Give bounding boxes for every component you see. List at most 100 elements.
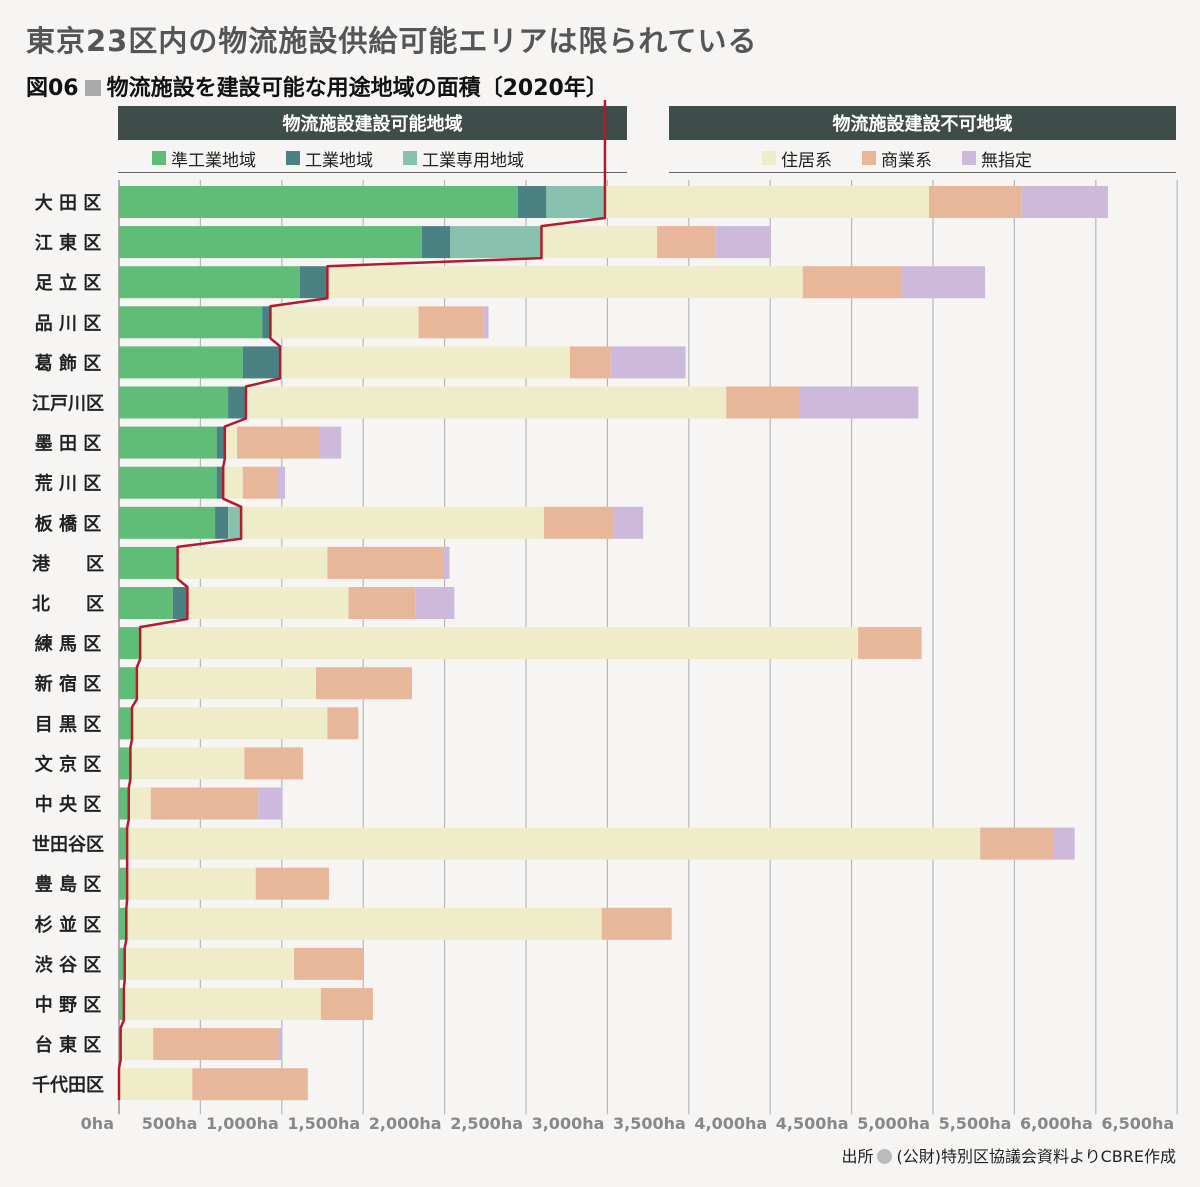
x-tick-label: 500ha	[142, 1114, 198, 1133]
x-tick-label: 6,000ha	[1020, 1114, 1093, 1133]
bar-segment-港区-無指定	[442, 546, 450, 579]
bar-segment-港区-住居系	[177, 546, 328, 579]
bar-segment-品川区-準工業地域	[119, 306, 263, 339]
x-tick-label: 3,500ha	[613, 1114, 686, 1133]
bar-segment-中央区-準工業地域	[119, 787, 129, 820]
bar-segment-世田谷区-準工業地域	[119, 827, 128, 860]
figure-number: 図06	[26, 76, 79, 101]
bar-segment-江東区-工業地域	[421, 226, 451, 259]
bar-segment-板橋区-無指定	[613, 506, 644, 539]
bar-segment-台東区-無指定	[278, 1028, 282, 1061]
bar-segment-足立区-商業系	[802, 266, 903, 299]
category-label: 中 央 区	[35, 794, 102, 816]
bar-segment-大田区-無指定	[1021, 186, 1109, 218]
category-label: 目 黒 区	[35, 714, 102, 735]
legend-rule-left	[118, 172, 627, 173]
category-label: 新 宿 区	[35, 673, 102, 695]
bar-segment-江戸川区-無指定	[799, 386, 919, 419]
boundary-line	[117, 100, 607, 1101]
bar-segment-荒川区-商業系	[242, 466, 277, 499]
bar-segment-中央区-住居系	[128, 787, 151, 820]
source-text: (公財)特別区協議会資料よりCBRE作成	[896, 1147, 1176, 1166]
x-tick-label: 2,000ha	[369, 1114, 442, 1133]
bar-segment-文京区-準工業地域	[119, 747, 131, 780]
category-label: 大 田 区	[35, 192, 102, 214]
bar-segment-港区-準工業地域	[119, 546, 178, 579]
bar-segment-江東区-商業系	[657, 226, 716, 259]
bar-segment-大田区-工業専用地域	[546, 186, 605, 218]
bar-segment-世田谷区-無指定	[1053, 827, 1075, 860]
x-tick-label: 2,500ha	[450, 1114, 523, 1133]
bar-segment-墨田区-無指定	[320, 426, 342, 459]
legend-swatch	[403, 151, 417, 165]
category-label: 江戸川区	[32, 394, 104, 415]
bar-segment-葛飾区-無指定	[610, 346, 686, 379]
group-header-buildable: 物流施設建設可能地域	[118, 106, 627, 140]
bar-segment-江戸川区-商業系	[726, 386, 800, 419]
category-label: 中 野 区	[35, 994, 102, 1016]
bar-segment-江東区-準工業地域	[119, 226, 422, 259]
bar-segment-北区-無指定	[415, 587, 455, 619]
bar-segment-墨田区-工業地域	[216, 426, 225, 459]
bar-segment-板橋区-工業地域	[215, 506, 229, 539]
bar-segment-千代田区-商業系	[192, 1068, 308, 1101]
x-tick-label: 0ha	[81, 1114, 114, 1133]
bar-segment-世田谷区-住居系	[127, 827, 981, 860]
bar-segment-文京区-住居系	[130, 747, 245, 780]
bar-segment-江戸川区-準工業地域	[119, 386, 229, 419]
bar-segment-北区-住居系	[187, 587, 349, 619]
bar-segment-豊島区-商業系	[255, 867, 330, 900]
bar-segment-中央区-無指定	[258, 787, 283, 820]
category-label: 板 橋 区	[35, 513, 102, 535]
x-tick-label: 5,000ha	[857, 1114, 930, 1133]
bar-segment-中野区-準工業地域	[119, 988, 124, 1020]
legend-swatch	[962, 151, 976, 165]
category-label: 台 東 区	[35, 1034, 102, 1056]
chart-subtitle: 図06 物流施設を建設可能な用途地域の面積〔2020年〕	[26, 70, 608, 102]
x-tick-label: 3,000ha	[532, 1114, 605, 1133]
category-label: 杉 並 区	[35, 914, 102, 936]
bar-segment-中野区-商業系	[320, 988, 373, 1020]
bar-segment-台東区-住居系	[120, 1028, 154, 1061]
category-label: 足 立 区	[35, 272, 102, 294]
bar-segment-品川区-住居系	[270, 306, 419, 339]
x-tick-label: 4,000ha	[694, 1114, 767, 1133]
category-label: 江 東 区	[35, 232, 102, 254]
bar-segment-台東区-商業系	[153, 1028, 279, 1061]
x-tick-label: 4,500ha	[776, 1114, 849, 1133]
bar-segment-新宿区-商業系	[315, 667, 413, 700]
bar-segment-港区-商業系	[327, 546, 443, 579]
bar-segment-墨田区-商業系	[237, 426, 321, 459]
bar-segment-千代田区-住居系	[119, 1068, 193, 1101]
bar-segment-江東区-工業専用地域	[450, 226, 542, 259]
category-label: 品 川 区	[35, 313, 102, 334]
category-label: 荒 川 区	[34, 473, 102, 495]
legend-item-commercial: 商業系	[862, 146, 932, 171]
category-label: 渋 谷 区	[35, 954, 102, 976]
bar-segment-荒川区-工業地域	[216, 466, 224, 499]
x-tick-label: 5,500ha	[939, 1114, 1012, 1133]
bar-segment-杉並区-商業系	[601, 907, 672, 940]
bar-segment-渋谷区-準工業地域	[119, 947, 125, 980]
legend-item-exclusive-industrial: 工業専用地域	[403, 146, 524, 171]
bar-segment-江戸川区-工業地域	[228, 386, 246, 419]
legend-label: 準工業地域	[171, 150, 256, 171]
bar-segment-渋谷区-住居系	[124, 947, 295, 980]
bar-segment-中野区-住居系	[123, 988, 321, 1020]
bar-segment-豊島区-住居系	[127, 867, 256, 900]
category-label: 世田谷区	[32, 835, 104, 856]
bar-segment-中央区-商業系	[150, 787, 259, 820]
bar-segment-墨田区-準工業地域	[119, 426, 217, 459]
bar-segment-足立区-工業地域	[299, 266, 328, 299]
chart-title: 東京23区内の物流施設供給可能エリアは限られている	[26, 24, 758, 58]
bar-segment-江東区-住居系	[541, 226, 658, 259]
bar-segment-足立区-住居系	[327, 266, 803, 299]
legend-item-residential: 住居系	[762, 146, 832, 171]
legend-label: 工業専用地域	[422, 150, 524, 171]
bar-segment-葛飾区-工業地域	[242, 346, 281, 379]
bar-segment-練馬区-住居系	[140, 627, 859, 660]
x-tick-label: 6,500ha	[1101, 1114, 1174, 1133]
bar-segment-新宿区-準工業地域	[119, 667, 137, 700]
bar-segment-荒川区-住居系	[223, 466, 243, 499]
